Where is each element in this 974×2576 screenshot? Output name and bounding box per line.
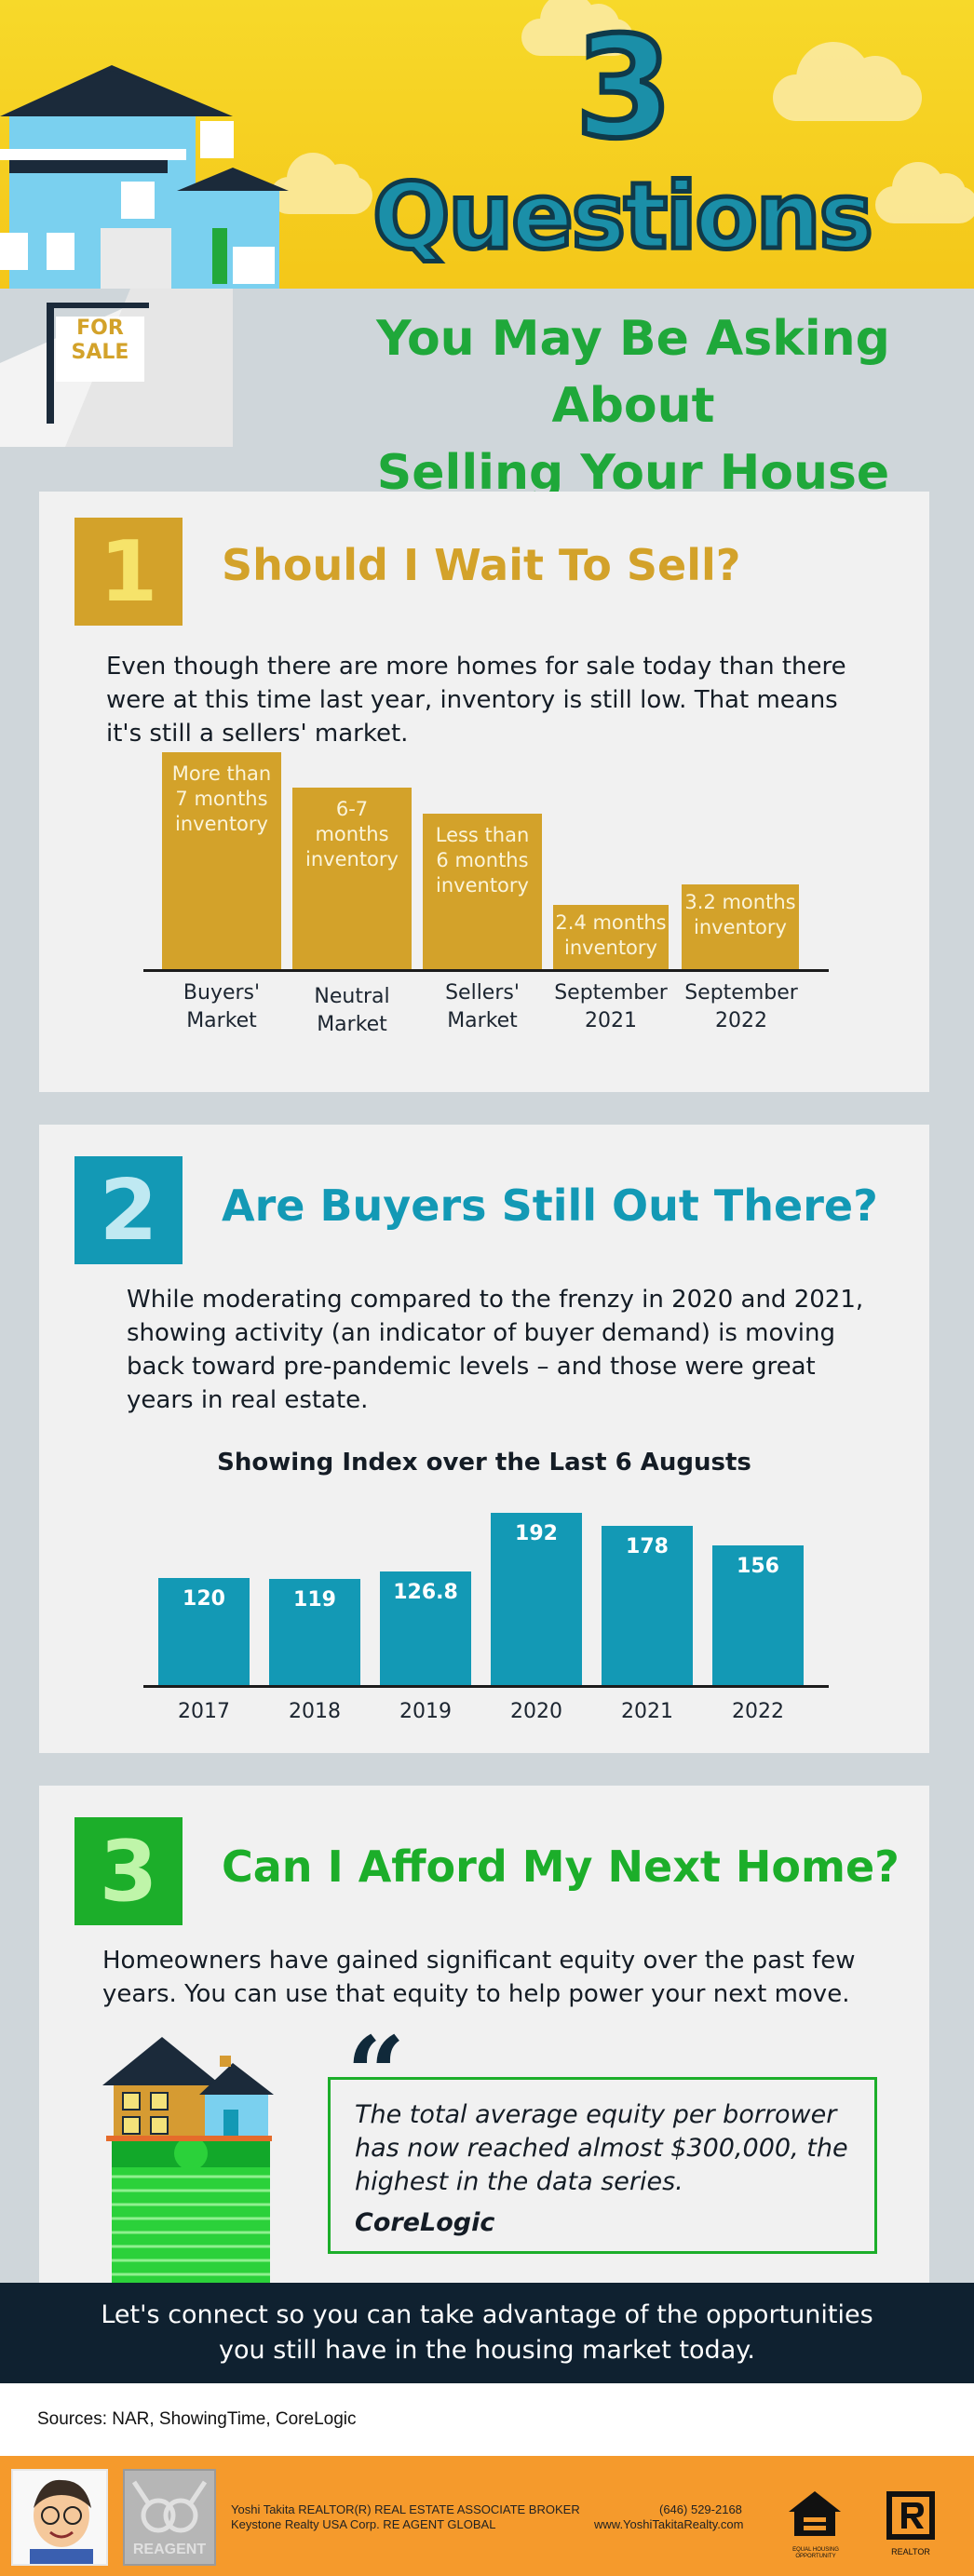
showing-index-year-label: 2021 [621,1700,673,1723]
category-line: September [554,981,668,1005]
inventory-bar-label: More than 7 months inventory [171,762,272,835]
cloud-decoration [270,153,372,214]
showing-index-year-label: 2022 [732,1700,784,1723]
quote-source: CoreLogic [355,2208,495,2237]
showing-index-year-label: 2019 [399,1700,452,1723]
category-line: Buyers' [183,981,261,1005]
inventory-bar [682,884,799,969]
agent-caricature-icon [13,2471,106,2564]
chart-title: Showing Index over the Last 6 Augusts [217,1449,751,1477]
question-body: Even though there are more homes for sal… [106,653,846,748]
keys-icon [131,2480,208,2533]
quote-box: The total average equity per borrower ha… [328,2077,877,2254]
equal-housing-opportunity-icon [787,2491,843,2548]
category-line: Market [186,1009,257,1032]
question-title: Can I Afford My Next Home? [222,1841,900,1892]
showing-index-bar [602,1526,693,1685]
showing-index-chart: 120 2017 119 2018 126.8 2019 192 2020 178 2021 156… [143,1497,829,1739]
agent-phone: (646) 529-2168 [659,2502,742,2516]
question-number-badge: 1 [74,518,183,626]
showing-index-bar [158,1578,250,1685]
question-card-2: 2 Are Buyers Still Out There? While mode… [39,1125,929,1753]
question-body: Homeowners have gained significant equit… [102,1947,856,2008]
for-sale-sign: FOR SALE [56,317,144,365]
category-line: 2022 [715,1009,767,1032]
cloud-decoration [773,42,922,121]
showing-index-value-label: 126.8 [393,1581,458,1604]
showing-index-bar [491,1513,582,1685]
inventory-category: September 2022 [676,979,806,1035]
agent-footer: REAGENT Yoshi Takita REALTOR(R) REAL EST… [0,2456,974,2576]
inventory-bar [553,905,669,969]
showing-index-year-label: 2020 [510,1700,562,1723]
showing-index-bar [380,1571,471,1685]
chart-baseline [143,969,829,972]
showing-index-value-label: 120 [183,1587,225,1611]
subtitle-line-1: You May Be Asking About [376,311,890,434]
agent-website[interactable]: www.YoshiTakitaRealty.com [594,2517,744,2531]
category-line: Market [317,1013,387,1036]
inventory-bar-label: Less than 6 months inventory [435,824,530,897]
inventory-bar [423,814,542,969]
question-card-1: 1 Should I Wait To Sell? Even though the… [39,492,929,1092]
cta-line-2: you still have in the housing market tod… [219,2336,755,2365]
showing-index-bar [712,1545,804,1685]
inventory-bar [292,788,412,969]
inventory-bar-label: 6-7 months inventory [305,798,399,870]
showing-index-value-label: 156 [737,1555,779,1578]
question-number-badge: 2 [74,1156,183,1264]
quote-text: The total average equity per borrower ha… [355,2100,848,2196]
page-title: Questions [371,164,876,271]
house-on-money-illustration [102,2037,274,2298]
agent-name: Yoshi Takita REALTOR(R) REAL ESTATE ASSO… [231,2502,580,2516]
title-number: 3 [573,7,675,169]
chart-baseline [143,1685,829,1688]
showing-index-year-label: 2018 [289,1700,341,1723]
inventory-category: Buyers' Market [162,979,281,1035]
question-title: Are Buyers Still Out There? [222,1180,878,1231]
inventory-category: September 2021 [546,979,676,1035]
inventory-bar-label: 2.4 months inventory [555,911,667,959]
inventory-category: Neutral Market [292,983,412,1039]
inventory-chart: More than 7 months inventory 6-7 months … [143,752,829,1050]
showing-index-year-label: 2017 [178,1700,230,1723]
inventory-bar [162,752,281,969]
eho-label: EQUAL HOUSING OPPORTUNITY [792,2547,839,2559]
category-line: Neutral [314,985,390,1008]
sign-text-for: FOR [76,317,124,340]
reagent-logo-text: REAGENT [132,2542,207,2557]
realtor-label: REALTOR [891,2547,930,2556]
reagent-logo: REAGENT [123,2469,216,2566]
question-number-badge: 3 [74,1817,183,1925]
sign-text-sale: SALE [71,341,129,364]
cta-line-1: Let's connect so you can take advantage … [101,2300,873,2329]
house-for-sale-illustration [0,65,289,447]
agent-avatar [11,2469,108,2566]
question-body: While moderating compared to the frenzy … [127,1286,864,1414]
showing-index-value-label: 119 [293,1588,336,1612]
cloud-decoration [875,162,974,223]
call-to-action-banner: Let's connect so you can take advantage … [0,2283,974,2383]
showing-index-bar [269,1579,360,1685]
inventory-bar-label: 3.2 months inventory [684,891,796,938]
realtor-logo-icon [886,2491,935,2540]
category-line: Market [447,1009,518,1032]
cloud-decoration [521,0,633,56]
showing-index-value-label: 178 [626,1535,669,1558]
sources-text: Sources: NAR, ShowingTime, CoreLogic [0,2383,974,2456]
agent-company: Keystone Realty USA Corp. RE AGENT GLOBA… [231,2517,496,2531]
question-title: Should I Wait To Sell? [222,540,741,590]
category-line: 2021 [585,1009,637,1032]
category-line: September [684,981,798,1005]
question-card-3: 3 Can I Afford My Next Home? Homeowners … [39,1786,929,2298]
showing-index-value-label: 192 [515,1522,558,1545]
category-line: Sellers' [445,981,520,1005]
inventory-category: Sellers' Market [423,979,542,1035]
